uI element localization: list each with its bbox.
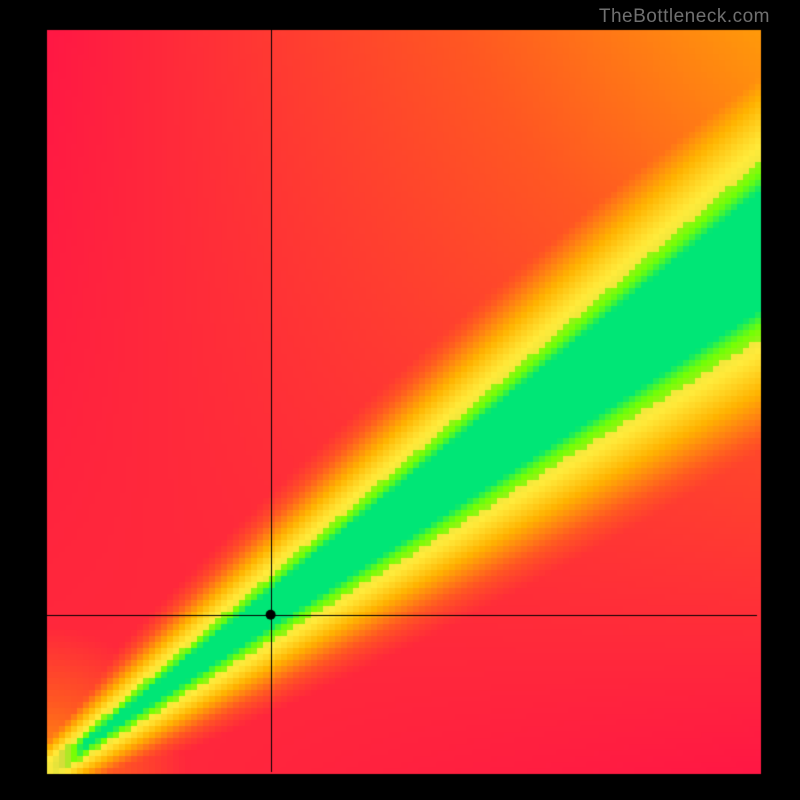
bottleneck-heatmap [0, 0, 800, 800]
watermark-text: TheBottleneck.com [599, 6, 770, 28]
